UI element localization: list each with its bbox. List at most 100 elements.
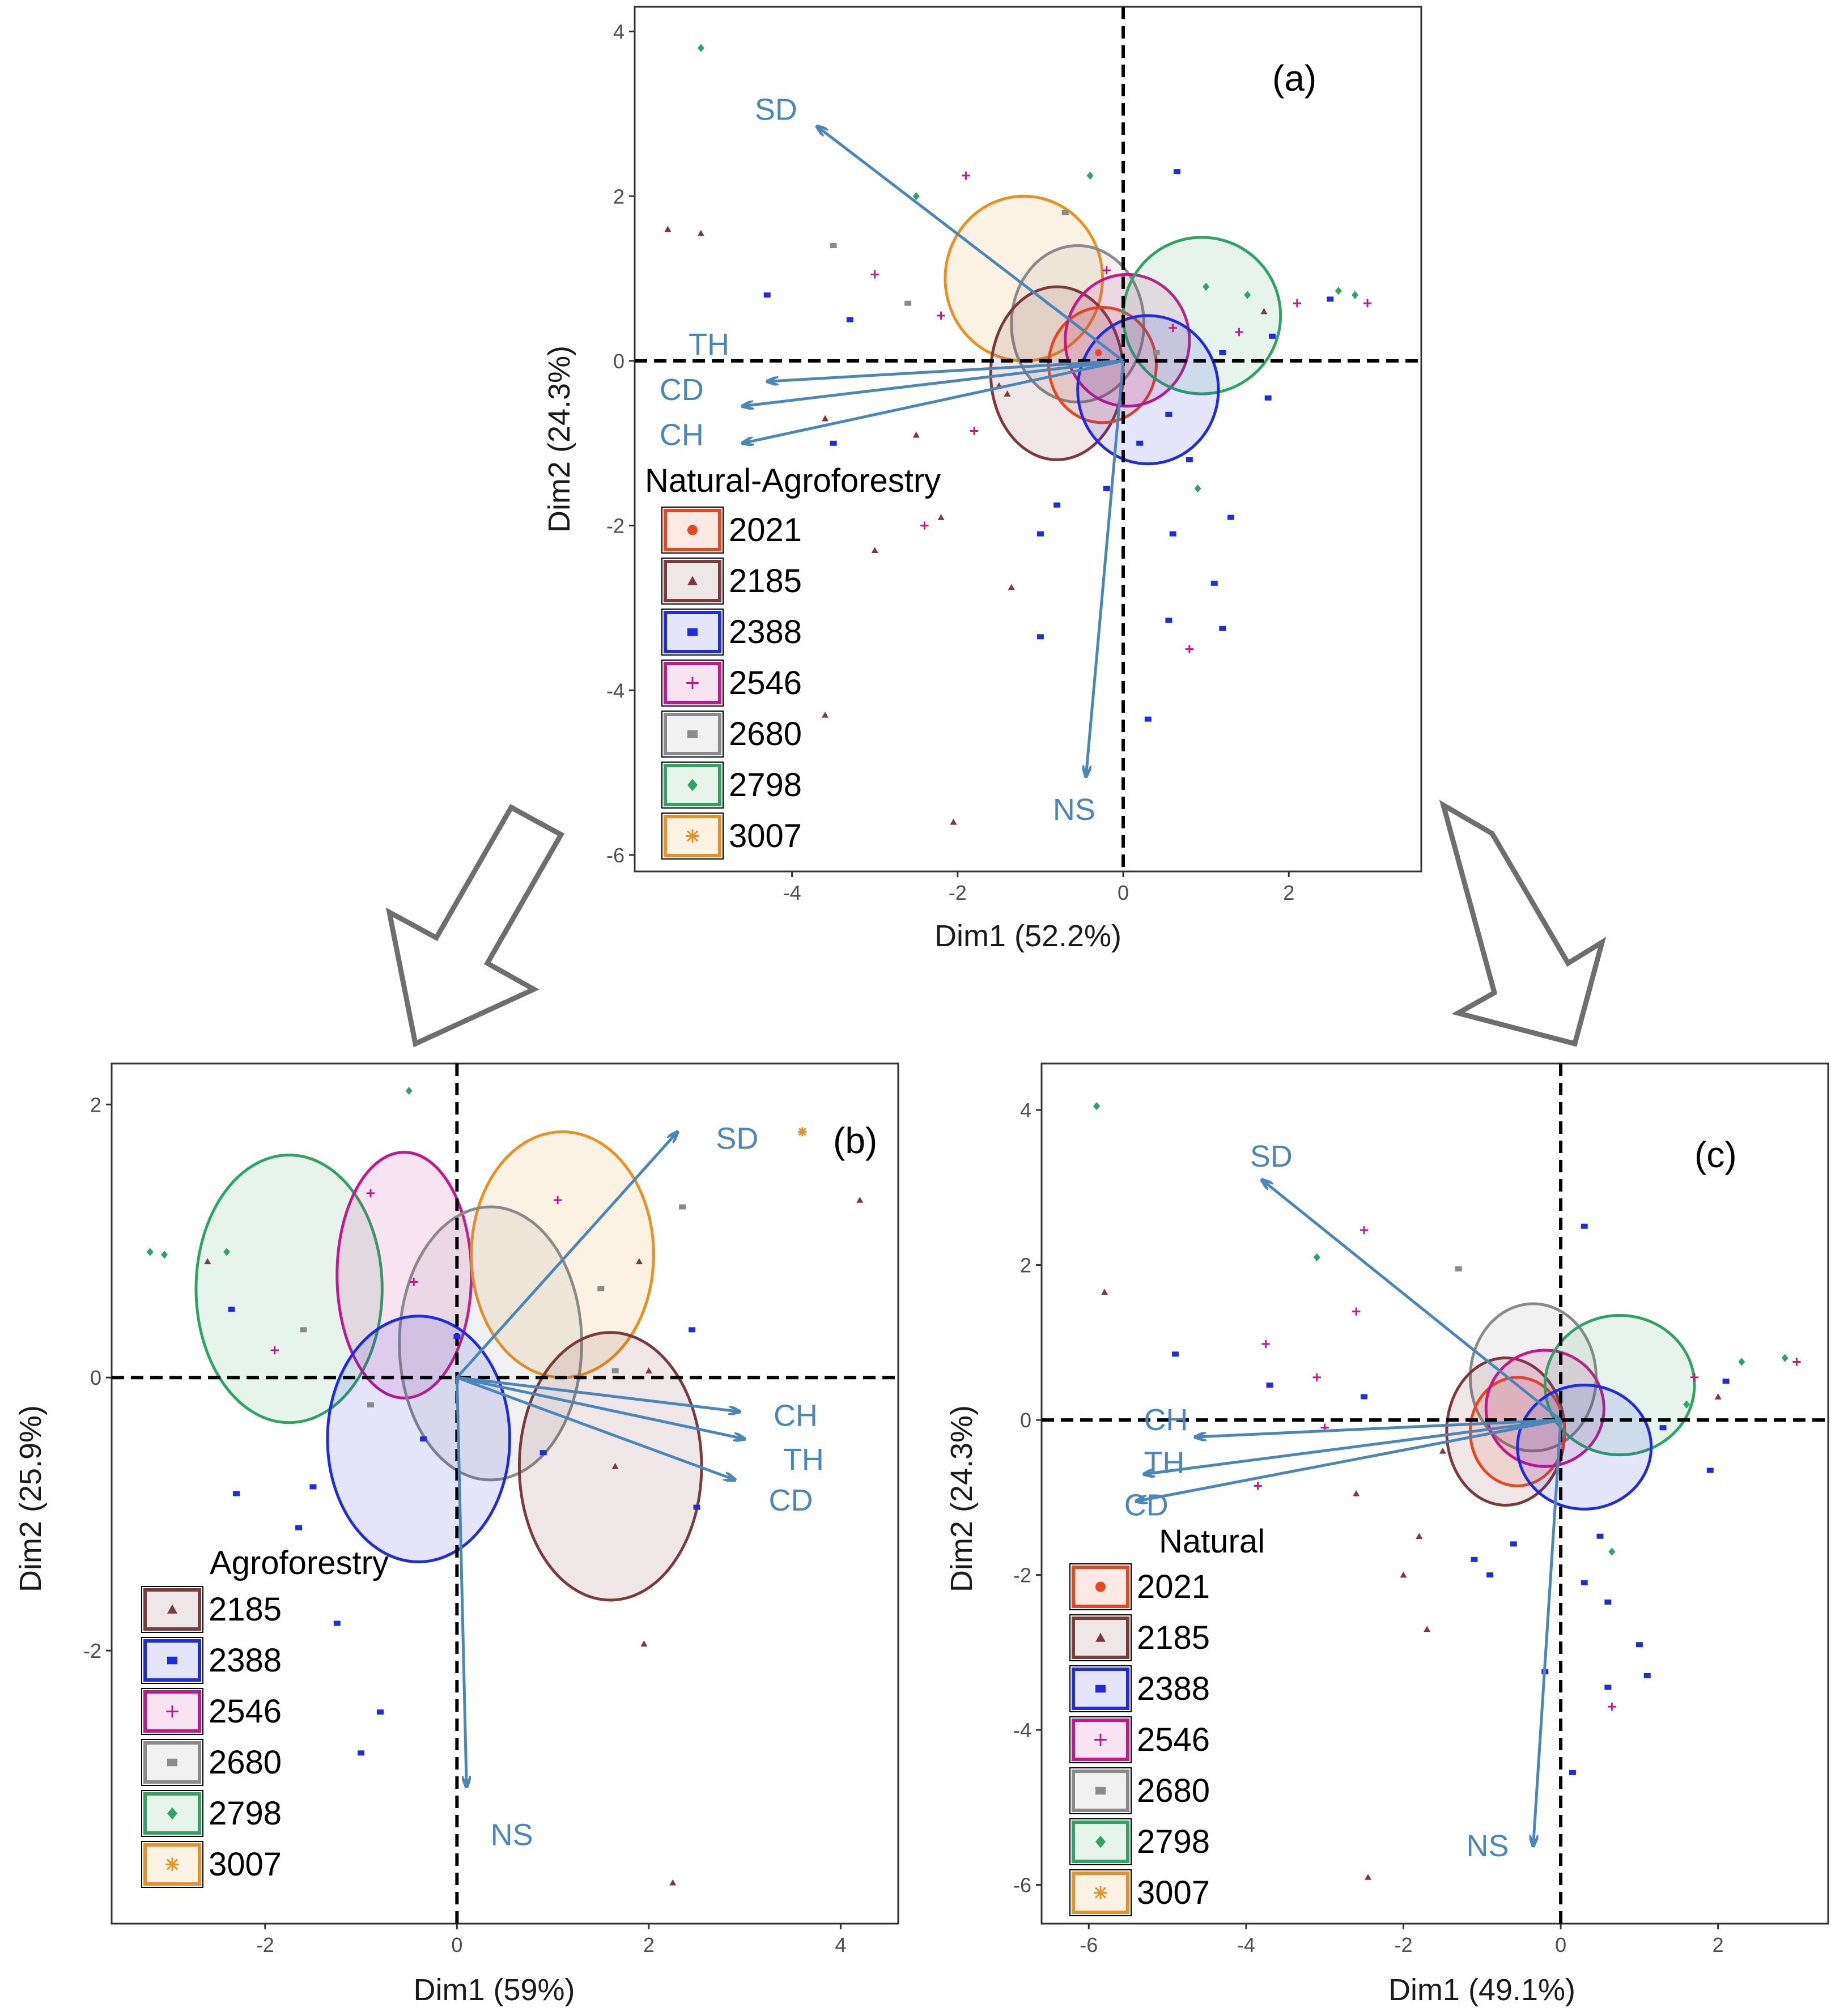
vector-th [1144, 1418, 1561, 1474]
vector-sd [456, 1132, 677, 1379]
legend-keys: 2021 2185 2388 2546 2680 2798 3007 [661, 507, 802, 860]
point-2546 [1254, 1482, 1262, 1490]
point-2388 [1095, 1685, 1106, 1693]
points [146, 1086, 864, 1886]
point-2546 [1363, 299, 1372, 308]
point-2185 [640, 1640, 648, 1647]
point-2388 [1173, 169, 1180, 175]
point-2388 [1643, 1673, 1651, 1678]
point-2185 [1365, 1873, 1372, 1880]
legend-item: 2798 [1069, 1818, 1210, 1865]
legend-label: 2388 [729, 614, 802, 650]
point-2388 [1165, 618, 1172, 623]
x-tick-label: 0 [1118, 881, 1129, 904]
point-2388 [228, 1307, 235, 1312]
y-tick-label: 0 [1020, 1409, 1031, 1432]
point-2388 [693, 1504, 700, 1510]
point-2798 [1335, 287, 1342, 295]
point-2546 [686, 677, 699, 690]
x-axis-label: Dim1 (59%) [413, 1973, 575, 2007]
confidence-ellipse-2185 [517, 1331, 703, 1602]
point-2185 [1714, 1393, 1722, 1400]
point-2185 [1008, 584, 1015, 590]
point-2388 [1210, 580, 1218, 586]
point-2680 [300, 1327, 307, 1333]
zero-lines [1042, 1064, 1828, 1924]
legend-item: 2185 [141, 1586, 282, 1633]
legend-key-swatch [143, 1588, 201, 1631]
y-tick-label: -4 [1013, 1719, 1031, 1742]
point-2680 [830, 243, 837, 248]
point-2680 [904, 300, 912, 306]
point-2388 [539, 1450, 547, 1456]
point-2388 [687, 628, 698, 636]
y-tick-label: -2 [83, 1639, 101, 1662]
point-2546 [409, 1278, 418, 1286]
point-2546 [1608, 1702, 1616, 1711]
vectors: SD CH TH CD NS [1124, 1139, 1562, 1863]
legend-item: 2546 [1069, 1716, 1210, 1763]
legend-item: 2021 [661, 507, 802, 554]
legend-item: 2680 [661, 711, 802, 758]
point-2680 [367, 1402, 375, 1407]
y-axis-label: Dim2 (25.9%) [14, 1405, 48, 1592]
plot-area [111, 1062, 899, 1925]
point-2546 [937, 311, 945, 320]
point-2680 [1455, 1266, 1462, 1271]
legend-title: Natural-Agroforestry [645, 462, 941, 499]
vector-label-ch: CH [660, 418, 704, 452]
point-2546 [1792, 1358, 1801, 1366]
vector-label-sd: SD [1250, 1139, 1293, 1173]
legend-label: 2185 [1137, 1619, 1210, 1656]
point-2546 [1360, 1226, 1369, 1235]
legend: Natural-Agroforestry 2021 2185 2388 2546 268… [645, 462, 941, 860]
legend-label: 2546 [1137, 1721, 1210, 1758]
vector-label-cd: CD [768, 1483, 813, 1517]
legend-label: 2546 [209, 1693, 282, 1730]
legend-item: 2185 [1069, 1614, 1210, 1661]
legend-label: 2388 [1137, 1670, 1210, 1707]
point-2798 [223, 1248, 231, 1256]
legend-keys: 2021 2185 2388 2546 2680 2798 3007 [1069, 1563, 1210, 1916]
panel-label: (c) [1694, 1134, 1737, 1175]
vector-label-th: TH [689, 328, 729, 361]
y-tick-label: -2 [1013, 1564, 1031, 1587]
legend-label: 2798 [209, 1795, 282, 1832]
point-2798 [1203, 282, 1210, 291]
point-2185 [1424, 1626, 1431, 1632]
point-2798 [1244, 291, 1251, 299]
point-2388 [830, 440, 837, 446]
x-tick-label: 4 [835, 1933, 846, 1957]
point-3007 [797, 1127, 807, 1137]
legend-item: 2185 [661, 558, 802, 605]
vector-label-th: TH [783, 1443, 824, 1477]
y-ticks: -6 -4 -2 0 2 4 [606, 20, 635, 867]
ellipses [944, 194, 1282, 466]
point-2021 [1095, 349, 1102, 356]
point-2546 [962, 171, 970, 180]
point-2185 [1260, 308, 1268, 314]
vector-sd [1262, 1180, 1562, 1422]
legend-label: 3007 [729, 818, 802, 854]
right-down-arrow [1439, 799, 1607, 1047]
point-2388 [1361, 1394, 1368, 1400]
y-tick-label: -2 [606, 514, 625, 538]
legend: Agroforestry 2185 2388 2546 2680 2798 3007 [141, 1545, 389, 1888]
point-2388 [376, 1709, 384, 1715]
point-2680 [1061, 210, 1069, 215]
x-ticks: -2 0 2 4 [256, 1924, 846, 1957]
zero-lines [635, 7, 1421, 871]
x-tick-label: -2 [949, 881, 967, 904]
confidence-ellipse-2680 [398, 1205, 583, 1482]
y-tick-label: 2 [90, 1093, 101, 1116]
legend-label: 2388 [209, 1642, 282, 1679]
point-2388 [1706, 1468, 1714, 1473]
point-2185 [912, 431, 920, 438]
y-tick-label: -4 [606, 679, 625, 702]
legend-key-swatch [143, 1690, 201, 1733]
point-2546 [553, 1196, 562, 1205]
point-2546 [1185, 645, 1194, 653]
vector-label-ch: CH [774, 1399, 818, 1433]
point-2388 [1136, 440, 1144, 446]
point-2680 [679, 1204, 686, 1210]
